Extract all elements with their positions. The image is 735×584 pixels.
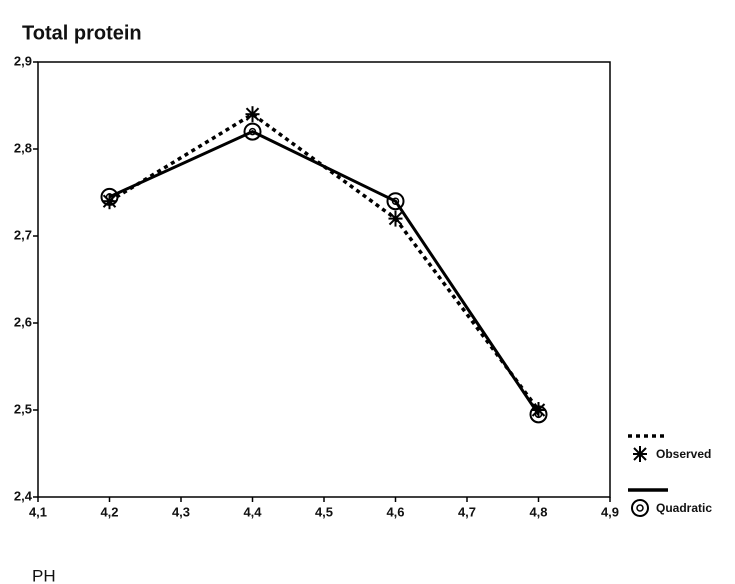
circle-marker	[243, 122, 262, 141]
asterisk-marker	[245, 106, 260, 123]
circle-marker	[100, 187, 119, 206]
asterisk-marker	[633, 446, 647, 462]
x-tick-label: 4,8	[529, 504, 547, 519]
series-line	[108, 129, 540, 416]
x-tick-label: 4,3	[172, 504, 190, 519]
x-tick-label: 4,7	[458, 504, 476, 519]
x-tick-label: 4,6	[386, 504, 404, 519]
y-tick-label: 2,8	[14, 140, 32, 155]
x-tick-label: 4,2	[100, 504, 118, 519]
y-tick-label: 2,6	[14, 314, 32, 329]
series-line	[108, 112, 540, 412]
x-tick-label: 4,5	[315, 504, 333, 519]
y-tick-label: 2,4	[14, 488, 33, 503]
x-tick-label: 4,9	[601, 504, 619, 519]
x-tick-label: 4,1	[29, 504, 47, 519]
circle-marker	[631, 499, 649, 517]
x-tick-label: 4,4	[243, 504, 262, 519]
y-tick-label: 2,9	[14, 53, 32, 68]
chart-title: Total protein	[22, 22, 142, 44]
circle-marker	[386, 192, 405, 211]
legend-label: Observed	[656, 447, 711, 461]
circle-marker	[529, 405, 548, 424]
y-tick-label: 2,7	[14, 227, 32, 242]
x-axis-label: PH	[32, 566, 56, 584]
asterisk-marker	[388, 210, 403, 227]
legend-label: Quadratic	[656, 501, 712, 515]
y-tick-label: 2,5	[14, 401, 32, 416]
plot-frame	[37, 61, 611, 498]
